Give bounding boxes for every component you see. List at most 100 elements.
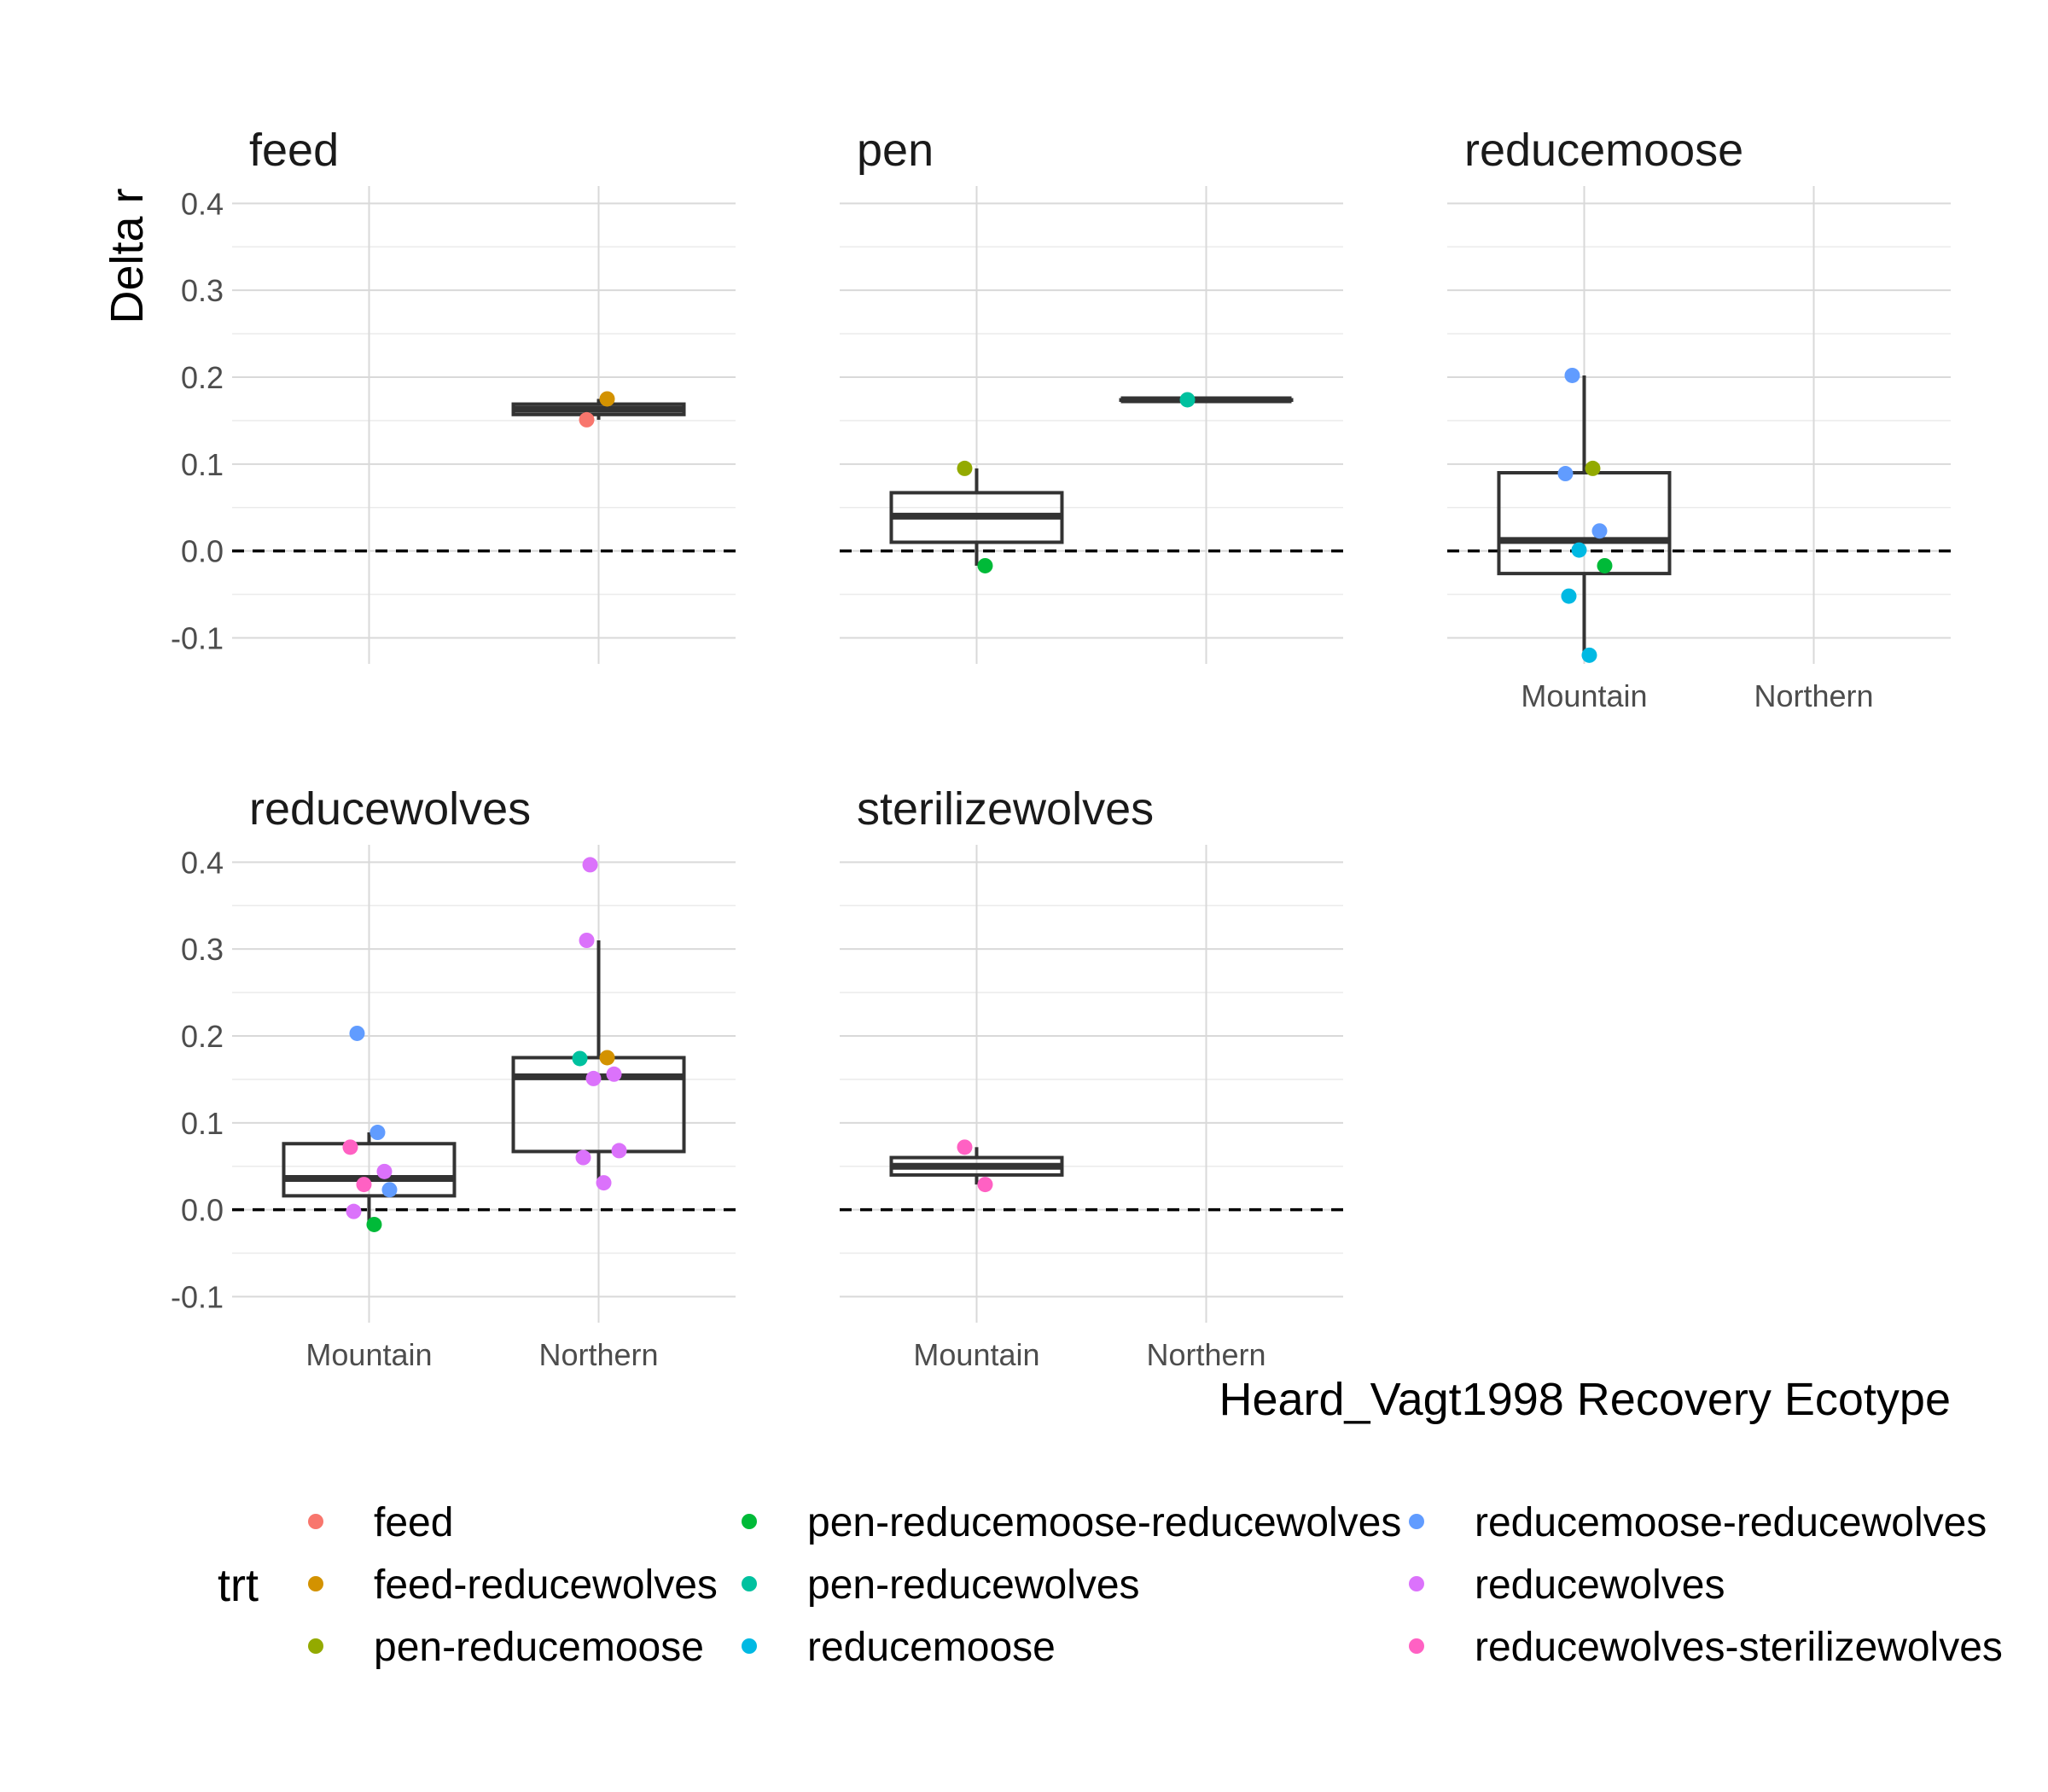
- legend-key-feed-reducewolves: [308, 1576, 323, 1591]
- data-point-reducemoose-reducewolves: [1564, 367, 1580, 383]
- data-point-pen-reducewolves: [1179, 392, 1196, 408]
- box-reducewolves-northern: [511, 940, 686, 1184]
- data-point-reducemoose-reducewolves: [349, 1025, 365, 1041]
- box-feed-northern: [511, 399, 686, 420]
- data-point-reducemoose-reducewolves: [369, 1125, 386, 1141]
- y-tick-label: 0.3: [181, 932, 224, 967]
- panel-pen: pen: [840, 125, 1343, 664]
- panel-title-reducewolves: reducewolves: [249, 783, 531, 835]
- data-point-reducemoose-reducewolves: [1591, 523, 1608, 539]
- y-tick-label: 0.2: [181, 1019, 224, 1054]
- data-point-reducemoose-reducewolves: [1557, 466, 1574, 482]
- data-point-reducewolves-sterilizewolves: [342, 1139, 358, 1155]
- x-tick-label: Northern: [1146, 1337, 1265, 1372]
- legend: trt feed feed-reducewolves pen-reducemoose…: [218, 1500, 2003, 1670]
- data-point-pen-reducemoose: [957, 460, 973, 476]
- x-tick-label: Mountain: [1521, 678, 1647, 713]
- panel-feed: feed -0.1 0.0 0.1 0.2 0.3 0.4: [171, 125, 736, 664]
- box-body: [511, 1056, 686, 1154]
- y-axis-title: Delta r: [102, 188, 153, 323]
- y-tick-label: 0.4: [181, 186, 224, 221]
- box-reducemoose-mountain: [1497, 375, 1672, 655]
- y-tick-label: -0.1: [171, 1279, 224, 1314]
- panel-reducemoose: reducemoose Mountain Northern: [1447, 125, 1951, 713]
- data-point-pen-reducemoose-reducewolves: [366, 1216, 382, 1232]
- box-sterilizewolves-mountain: [889, 1147, 1064, 1185]
- legend-item-reducewolves: reducewolves: [1409, 1562, 1725, 1608]
- legend-item-feed-reducewolves: feed-reducewolves: [308, 1562, 718, 1608]
- legend-label-pen-reducemoose-reducewolves: pen-reducemoose-reducewolves: [807, 1500, 1401, 1545]
- y-tick-label: 0.1: [181, 1106, 224, 1141]
- legend-item-feed: feed: [308, 1500, 453, 1545]
- panel-title-feed: feed: [249, 125, 339, 176]
- x-tick-label: Northern: [1754, 678, 1873, 713]
- legend-label-reducemoose-reducewolves: reducemoose-reducewolves: [1475, 1500, 1987, 1545]
- data-point-pen-reducewolves: [572, 1050, 588, 1067]
- data-point-reducewolves: [582, 857, 598, 873]
- data-point-reducewolves: [376, 1163, 393, 1179]
- legend-key-reducewolves-sterilizewolves: [1409, 1638, 1424, 1654]
- x-axis-title: Heard_Vagt1998 Recovery Ecotype: [1219, 1374, 1951, 1425]
- legend-label-pen-reducewolves: pen-reducewolves: [807, 1562, 1140, 1608]
- data-point-pen-reducemoose-reducewolves: [977, 557, 993, 573]
- data-point-reducemoose: [1581, 647, 1597, 663]
- y-tick-label: 0.1: [181, 447, 224, 482]
- x-tick-label: Mountain: [305, 1337, 432, 1372]
- data-point-reducewolves-sterilizewolves: [977, 1177, 993, 1193]
- data-point-feed-reducewolves: [599, 1050, 615, 1066]
- legend-key-feed: [308, 1514, 323, 1529]
- y-tick-label: 0.3: [181, 273, 224, 308]
- panel-reducewolves: reducewolves -0.1 0.0 0.1 0.2 0.3 0.4 Mountain N…: [171, 783, 736, 1372]
- legend-label-feed: feed: [374, 1500, 453, 1545]
- y-tick-label: 0.0: [181, 1193, 224, 1228]
- legend-label-reducewolves: reducewolves: [1475, 1562, 1725, 1608]
- legend-key-reducewolves: [1409, 1576, 1424, 1591]
- data-point-reducewolves: [596, 1175, 612, 1191]
- panels-layer: feed -0.1 0.0 0.1 0.2 0.3 0.4 pen reducemoose Mou…: [171, 125, 1951, 1372]
- box-pen-northern: [1119, 396, 1294, 404]
- legend-item-pen-reducewolves: pen-reducewolves: [742, 1562, 1140, 1608]
- legend-key-pen-reducemoose: [308, 1638, 323, 1654]
- data-point-reducewolves-sterilizewolves: [356, 1177, 372, 1193]
- data-point-feed-reducewolves: [599, 391, 615, 407]
- x-tick-label: Mountain: [913, 1337, 1039, 1372]
- box-body: [282, 1142, 457, 1198]
- box-pen-mountain: [889, 468, 1064, 566]
- legend-title: trt: [218, 1560, 259, 1611]
- x-tick-label: Northern: [538, 1337, 658, 1372]
- legend-key-reducemoose: [742, 1638, 757, 1654]
- legend-label-pen-reducemoose: pen-reducemoose: [374, 1625, 704, 1670]
- data-point-reducewolves: [575, 1149, 591, 1166]
- legend-key-pen-reducemoose-reducewolves: [742, 1514, 757, 1529]
- data-point-feed: [579, 411, 595, 428]
- data-point-reducewolves: [585, 1070, 602, 1086]
- data-point-reducewolves-sterilizewolves: [957, 1139, 973, 1155]
- legend-label-feed-reducewolves: feed-reducewolves: [374, 1562, 718, 1608]
- data-point-reducewolves: [579, 933, 595, 948]
- data-point-pen-reducemoose: [1585, 460, 1601, 476]
- legend-item-reducemoose: reducemoose: [742, 1625, 1056, 1670]
- data-point-pen-reducemoose-reducewolves: [1597, 557, 1613, 573]
- box-body: [1497, 471, 1672, 576]
- legend-item-reducemoose-reducewolves: reducemoose-reducewolves: [1409, 1500, 1987, 1545]
- data-point-reducemoose: [1561, 588, 1577, 604]
- data-point-reducewolves: [606, 1066, 622, 1082]
- legend-label-reducemoose: reducemoose: [807, 1625, 1056, 1670]
- legend-key-reducemoose-reducewolves: [1409, 1514, 1424, 1529]
- panel-sterilizewolves: sterilizewolves Mountain Northern: [840, 783, 1343, 1372]
- panel-title-reducemoose: reducemoose: [1464, 125, 1743, 176]
- data-point-reducemoose-reducewolves: [381, 1182, 398, 1198]
- legend-key-pen-reducewolves: [742, 1576, 757, 1591]
- y-tick-label: -0.1: [171, 620, 224, 655]
- data-point-reducewolves: [346, 1203, 362, 1219]
- panel-title-sterilizewolves: sterilizewolves: [857, 783, 1154, 835]
- legend-item-reducewolves-sterilizewolves: reducewolves-sterilizewolves: [1409, 1625, 2003, 1670]
- legend-item-pen-reducemoose: pen-reducemoose: [308, 1625, 704, 1670]
- y-tick-label: 0.0: [181, 534, 224, 569]
- data-point-reducemoose: [1571, 542, 1587, 558]
- legend-label-reducewolves-sterilizewolves: reducewolves-sterilizewolves: [1475, 1625, 2003, 1670]
- legend-item-pen-reducemoose-reducewolves: pen-reducemoose-reducewolves: [742, 1500, 1401, 1545]
- y-tick-label: 0.2: [181, 360, 224, 395]
- panel-title-pen: pen: [857, 125, 934, 176]
